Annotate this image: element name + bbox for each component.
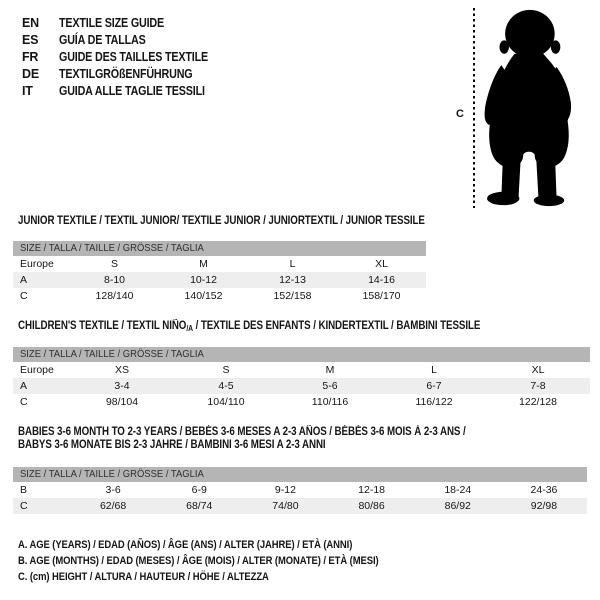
value-cell: 9-12 [274, 484, 296, 496]
value-cell: 12-13 [279, 274, 306, 286]
value-cell: 12-18 [358, 484, 386, 496]
row-label: A [20, 274, 28, 286]
value-cell: 122/128 [519, 396, 557, 408]
row-label: B [20, 484, 28, 496]
language-title-list: EN TEXTILE SIZE GUIDE ES GUÍA DE TALLAS … [22, 15, 232, 100]
size-cell: L [431, 364, 437, 376]
lang-label: GUIDE DES TAILLES TEXTILE [59, 50, 209, 64]
lang-code: DE [22, 67, 39, 81]
value-cell: 5-6 [322, 380, 338, 392]
title-part: / TEXTILE DES ENFANTS / KINDERTEXTIL / B… [192, 320, 481, 332]
legend-footnotes: A. AGE (YEARS) / EDAD (AÑOS) / ÂGE (ANS)… [18, 537, 437, 585]
value-cell: 4-5 [218, 380, 234, 392]
size-cell: M [325, 364, 335, 376]
lang-label: GUIDA ALLE TAGLIE TESSILI [59, 84, 205, 98]
lang-code: FR [22, 50, 39, 64]
value-cell: 24-36 [530, 484, 558, 496]
lang-row-de: DE TEXTILGRÖßENFÜHRUNG [22, 66, 232, 83]
size-header-text: SIZE / TALLA / TAILLE / GRÖSSE / TAGLIA [20, 348, 204, 360]
table-row-height: C 62/68 68/74 74/80 80/86 86/92 92/98 [13, 498, 587, 514]
value-cell: 116/122 [415, 396, 453, 408]
junior-size-table: SIZE / TALLA / TAILLE / GRÖSSE / TAGLIA … [13, 241, 426, 304]
size-cell: XL [531, 364, 545, 376]
table-row-height: C 98/104 104/110 110/116 116/122 122/128 [13, 394, 590, 410]
lang-code: EN [22, 16, 39, 30]
junior-table-title: JUNIOR TEXTILE / TEXTIL JUNIOR/ TEXTILE … [18, 215, 425, 227]
baby-silhouette-icon [484, 9, 572, 207]
children-table-title: CHILDREN'S TEXTILE / TEXTIL NIÑO/A / TEX… [18, 320, 480, 335]
size-cell: S [222, 364, 230, 376]
size-header-text: SIZE / TALLA / TAILLE / GRÖSSE / TAGLIA [20, 468, 204, 480]
footnote-age-months: B. AGE (MONTHS) / EDAD (MESES) / ÂGE (MO… [18, 555, 379, 567]
table-row-age: A 3-4 4-5 5-6 6-7 7-8 [13, 378, 590, 394]
value-cell: 7-8 [530, 380, 546, 392]
value-cell: 10-12 [190, 274, 217, 286]
value-cell: 3-6 [105, 484, 121, 496]
table-row-months: B 3-6 6-9 9-12 12-18 18-24 24-36 [13, 482, 587, 498]
value-cell: 14-16 [368, 274, 395, 286]
size-cell: XL [375, 258, 388, 270]
row-label: Europe [20, 258, 54, 270]
children-size-table: SIZE / TALLA / TAILLE / GRÖSSE / TAGLIA … [13, 347, 590, 410]
size-cell: XS [114, 364, 129, 376]
title-subscript: /A [186, 324, 193, 333]
row-label: C [20, 396, 28, 408]
row-label: C [20, 290, 28, 302]
value-cell: 128/140 [95, 290, 134, 302]
lang-row-fr: FR GUIDE DES TAILLES TEXTILE [22, 49, 232, 66]
row-label: C [20, 500, 28, 512]
lang-code: ES [22, 33, 39, 47]
table-row-europe: Europe S M L XL [13, 256, 426, 272]
lang-label: TEXTILGRÖßENFÜHRUNG [59, 67, 193, 81]
babies-table-title: BABIES 3-6 MONTH TO 2-3 YEARS / BEBÉS 3-… [18, 426, 466, 452]
size-cell: S [110, 258, 118, 270]
lang-code: IT [22, 84, 33, 98]
value-cell: 80/86 [358, 500, 385, 512]
value-cell: 98/104 [105, 396, 139, 408]
babies-size-table: SIZE / TALLA / TAILLE / GRÖSSE / TAGLIA … [13, 467, 587, 514]
table-row-europe: Europe XS S M L XL [13, 362, 590, 378]
value-cell: 6-9 [191, 484, 207, 496]
value-cell: 18-24 [444, 484, 472, 496]
lang-label: GUÍA DE TALLAS [59, 33, 146, 47]
size-cell: M [199, 258, 208, 270]
lang-row-es: ES GUÍA DE TALLAS [22, 32, 232, 49]
value-cell: 92/98 [530, 500, 558, 512]
height-marker-label: C [456, 108, 464, 120]
value-cell: 3-4 [114, 380, 130, 392]
value-cell: 8-10 [103, 274, 125, 286]
lang-label: TEXTILE SIZE GUIDE [59, 16, 165, 30]
row-label: Europe [20, 364, 54, 376]
footnote-height: C. (cm) HEIGHT / ALTURA / HAUTEUR / HÖHE… [18, 571, 269, 583]
size-header-band: SIZE / TALLA / TAILLE / GRÖSSE / TAGLIA [13, 467, 587, 482]
value-cell: 6-7 [426, 380, 442, 392]
value-cell: 62/68 [99, 500, 127, 512]
value-cell: 140/152 [184, 290, 223, 302]
size-cell: L [289, 258, 296, 270]
value-cell: 110/116 [311, 396, 349, 408]
footnote-age-years: A. AGE (YEARS) / EDAD (AÑOS) / ÂGE (ANS)… [18, 539, 353, 551]
value-cell: 104/110 [207, 396, 245, 408]
title-line: BABIES 3-6 MONTH TO 2-3 YEARS / BEBÉS 3-… [18, 426, 466, 438]
title-line: BABYS 3-6 MONATE BIS 2-3 JAHRE / BAMBINI… [18, 439, 326, 451]
value-cell: 158/170 [362, 290, 401, 302]
size-header-text: SIZE / TALLA / TAILLE / GRÖSSE / TAGLIA [20, 242, 204, 254]
table-row-height: C 128/140 140/152 152/158 158/170 [13, 288, 426, 304]
value-cell: 74/80 [272, 500, 299, 512]
size-header-band: SIZE / TALLA / TAILLE / GRÖSSE / TAGLIA [13, 347, 590, 362]
lang-row-it: IT GUIDA ALLE TAGLIE TESSILI [22, 83, 232, 100]
title-part: CHILDREN'S TEXTILE / TEXTIL NIÑO [18, 320, 187, 332]
size-header-band: SIZE / TALLA / TAILLE / GRÖSSE / TAGLIA [13, 241, 426, 256]
lang-row-en: EN TEXTILE SIZE GUIDE [22, 15, 232, 32]
table-row-age: A 8-10 10-12 12-13 14-16 [13, 272, 426, 288]
value-cell: 68/74 [186, 500, 213, 512]
value-cell: 152/158 [273, 290, 312, 302]
value-cell: 86/92 [444, 500, 471, 512]
row-label: A [20, 380, 28, 392]
height-dashed-line [473, 8, 475, 208]
